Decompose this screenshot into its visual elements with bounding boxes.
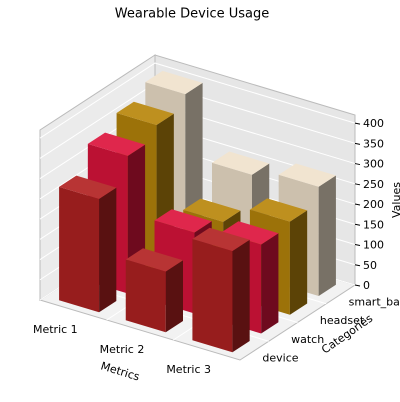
z-tick-label: 200 — [363, 198, 384, 211]
z-axis-label: Values — [390, 182, 400, 218]
bar-front — [59, 186, 100, 313]
bar-side — [165, 260, 183, 333]
x-tick-label: Metric 3 — [166, 363, 211, 376]
z-tick — [354, 203, 361, 206]
bar-front — [125, 259, 166, 333]
bar-top — [87, 132, 146, 156]
y-tick-label: watch — [291, 333, 324, 346]
bar-top — [192, 227, 250, 252]
chart-title: Wearable Device Usage — [115, 7, 269, 22]
z-tick-label: 300 — [363, 158, 384, 171]
bar-top — [154, 209, 212, 233]
bar-top — [183, 198, 241, 222]
z-tick — [354, 122, 361, 125]
bar-top — [278, 163, 336, 187]
bar-top — [249, 198, 308, 222]
x-axis-label: Metrics — [99, 359, 141, 383]
z-tick-label: 50 — [363, 259, 377, 272]
bar-top — [116, 101, 174, 125]
z-tick — [354, 264, 361, 267]
bar-side — [289, 210, 308, 315]
y-tick-label: smart_band — [349, 295, 400, 308]
bar — [59, 175, 117, 313]
x-tick-label: Metric 1 — [33, 323, 78, 336]
y-tick-label: device — [262, 352, 298, 365]
bar-side — [232, 239, 250, 353]
bar-side — [261, 233, 279, 334]
z-tick-label: 250 — [363, 178, 384, 191]
bar-top — [221, 221, 279, 245]
z-tick — [354, 163, 361, 166]
z-tick-label: 350 — [363, 137, 384, 150]
bar — [125, 248, 183, 333]
z-tick — [354, 244, 361, 247]
z-tick-label: 0 — [363, 279, 370, 292]
z-tick-label: 150 — [363, 218, 384, 231]
z-tick — [354, 142, 361, 145]
bar — [192, 227, 250, 353]
x-tick-label: Metric 2 — [100, 343, 145, 356]
bar-side — [318, 175, 336, 296]
bar-top — [59, 175, 117, 199]
z-tick — [354, 284, 361, 287]
bar-top — [212, 151, 270, 175]
bar-side — [99, 187, 117, 313]
z-tick-label: 400 — [363, 117, 384, 130]
z-tick-label: 100 — [363, 239, 384, 252]
bar-top — [145, 70, 203, 95]
y-tick-label: headset — [320, 314, 365, 327]
grid-line — [39, 62, 356, 139]
bar-front — [192, 239, 233, 353]
z-tick — [354, 183, 361, 186]
z-tick — [354, 223, 361, 226]
bar-top — [125, 248, 183, 272]
